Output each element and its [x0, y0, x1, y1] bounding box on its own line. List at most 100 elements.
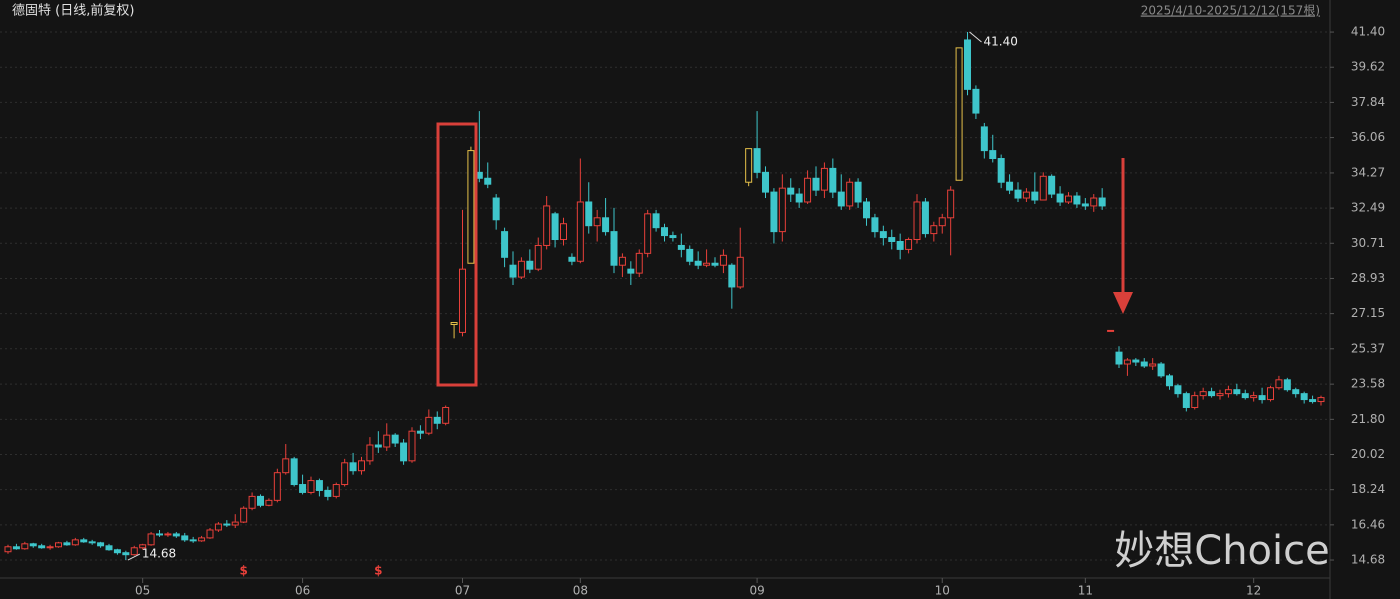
candle-body [349, 462, 357, 472]
candle-body [341, 462, 349, 486]
candle-body [1149, 363, 1157, 367]
candle-body [214, 523, 222, 531]
candle-body [896, 241, 904, 250]
candle-body [778, 187, 786, 233]
candle-body [172, 533, 180, 537]
x-tick-label: 06 [295, 584, 310, 598]
candle-body [829, 167, 837, 193]
x-tick-label: 12 [1246, 584, 1261, 598]
candle-body [736, 256, 744, 288]
candle-body [450, 322, 458, 325]
candle-body [905, 239, 913, 250]
candle-body [1267, 387, 1274, 401]
candle-body [273, 472, 281, 501]
candle-body [240, 507, 248, 523]
candle-body [383, 434, 391, 448]
candle-body [257, 495, 264, 506]
candle-body [425, 416, 433, 434]
chart-title: 德固特 (日线,前复权) [12, 3, 134, 19]
candle-body [282, 458, 290, 474]
candle-body [1006, 181, 1014, 191]
candle-body [408, 430, 416, 462]
candle-body [1022, 191, 1030, 199]
candle-body [1233, 389, 1241, 395]
candle-body [1065, 195, 1072, 203]
candle-body [728, 264, 736, 288]
candle-body [113, 549, 121, 554]
y-tick-label: 39.62 [1351, 60, 1385, 74]
y-tick-label: 27.15 [1351, 306, 1385, 320]
candle-body [846, 181, 854, 207]
candle-body [1031, 191, 1039, 201]
candle-body [29, 543, 37, 547]
candle-body [812, 177, 820, 191]
candle-body [921, 201, 929, 235]
date-range: 2025/4/10-2025/12/12(157根) [1141, 4, 1320, 18]
candle-body [534, 244, 542, 270]
candle-body [863, 201, 870, 219]
x-tick-label: 09 [749, 584, 764, 598]
candle-body [130, 547, 138, 556]
candle-body [1317, 397, 1325, 403]
x-tick-label: 05 [135, 584, 150, 598]
annotation-pointer [127, 553, 141, 561]
candle-body [1056, 193, 1064, 203]
candle-body [1098, 197, 1106, 207]
candle-body [198, 537, 206, 542]
candle-body [820, 167, 828, 191]
candle-body [1048, 175, 1056, 195]
candle-body [416, 430, 424, 434]
candle-body [1090, 197, 1098, 207]
candle-body [762, 171, 769, 193]
candle-body [332, 484, 340, 497]
candle-body [972, 88, 980, 114]
candle-body [484, 177, 492, 185]
signal-marker: $ [374, 564, 382, 578]
candle-body [635, 252, 643, 274]
y-tick-label: 36.06 [1351, 130, 1385, 144]
candle-body [1039, 175, 1047, 201]
y-tick-label: 20.02 [1351, 447, 1385, 461]
candle-body [1123, 359, 1131, 365]
candle-body [669, 235, 677, 239]
candle-body [442, 406, 450, 424]
candle-body [576, 201, 584, 262]
candle-body [189, 539, 197, 542]
signal-marker: $ [239, 564, 247, 578]
candle-body [21, 543, 29, 550]
candle-body [1140, 361, 1148, 367]
candle-body [97, 542, 105, 547]
candle-body [745, 148, 753, 183]
y-tick-label: 18.24 [1351, 482, 1385, 496]
candle-body [787, 187, 795, 195]
candle-body [307, 480, 315, 493]
candle-body [913, 201, 921, 241]
candle-body [299, 484, 307, 493]
candle-body [223, 523, 231, 526]
candle-body [206, 529, 214, 539]
candle-body [568, 256, 576, 262]
candle-body [231, 521, 239, 526]
candle-body [585, 201, 593, 227]
y-tick-label: 34.27 [1351, 165, 1385, 179]
candle-body [492, 197, 500, 221]
candle-body [871, 217, 879, 233]
candle-body [467, 150, 475, 264]
candle-body [1157, 363, 1165, 377]
candle-body [1199, 391, 1207, 397]
candle-body [980, 126, 988, 152]
candle-body [804, 177, 812, 203]
y-tick-label: 25.37 [1351, 341, 1385, 355]
candle-body [147, 533, 155, 546]
candle-body [955, 47, 963, 181]
plot: 41.40 39.62 37.84 36.06 34.27 32.49 30.71 28.93… [0, 25, 1385, 598]
candle-body [122, 552, 130, 556]
y-tick-label: 28.93 [1351, 271, 1385, 285]
candle-body [164, 533, 172, 536]
candle-body [703, 262, 711, 266]
candle-body [1224, 389, 1232, 395]
candle-body [459, 268, 466, 333]
candle-body [997, 158, 1005, 183]
